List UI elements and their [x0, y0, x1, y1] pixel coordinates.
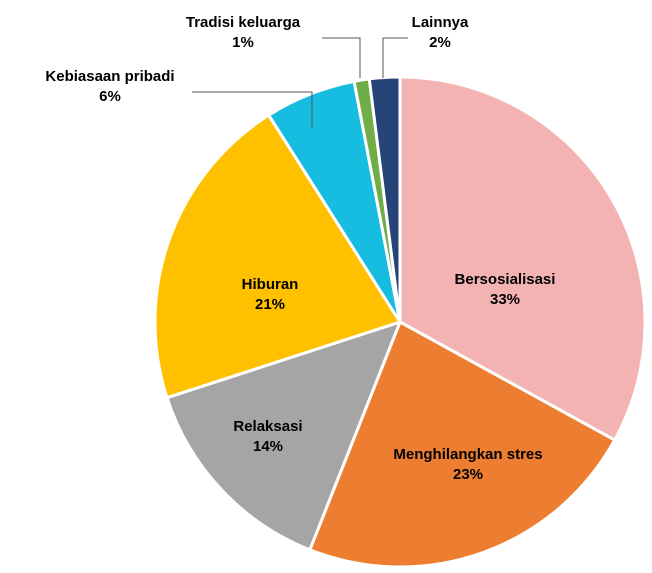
slice-label: Lainnya	[412, 14, 469, 31]
slice-value: 21%	[255, 296, 285, 313]
slice-value: 14%	[253, 438, 283, 455]
leader-line	[322, 37, 361, 78]
slice-value: 1%	[232, 34, 254, 51]
leader-line	[382, 37, 408, 78]
slice-value: 33%	[490, 291, 520, 308]
slice-value: 2%	[429, 34, 451, 51]
leader-line	[192, 91, 313, 128]
slice-label: Menghilangkan stres	[393, 446, 542, 463]
slice-label: Relaksasi	[233, 418, 302, 435]
slice-value: 23%	[453, 466, 483, 483]
slice-label: Kebiasaan pribadi	[45, 68, 174, 85]
slice-label: Bersosialisasi	[455, 271, 556, 288]
labels: Bersosialisasi 33% Menghilangkan stres 23% R…	[45, 14, 555, 483]
pie	[153, 75, 647, 569]
pie-slice	[308, 320, 617, 569]
slice-value: 6%	[99, 88, 121, 105]
pie-slice	[153, 113, 402, 400]
slice-label: Hiburan	[242, 276, 299, 293]
pie-slice	[367, 75, 402, 324]
pie-slice	[398, 75, 647, 442]
slice-label: Tradisi keluarga	[186, 14, 301, 31]
